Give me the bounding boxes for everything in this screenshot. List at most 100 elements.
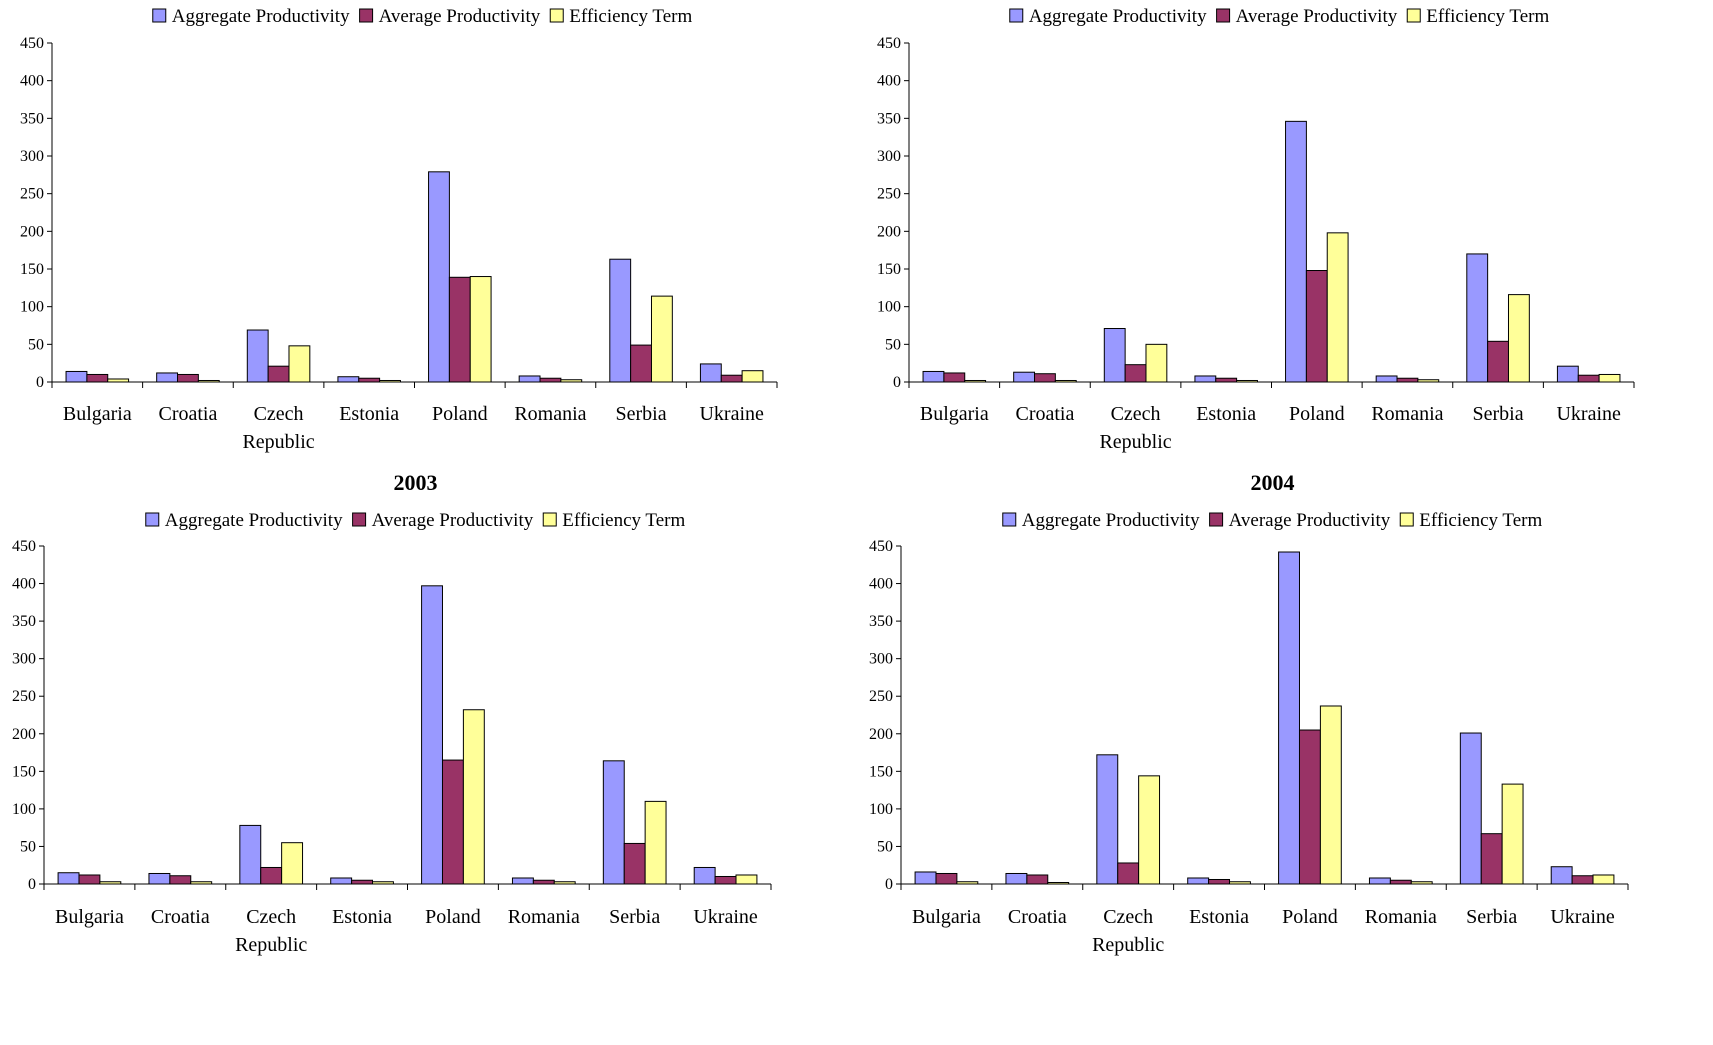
- x-category-label: Serbia: [616, 403, 667, 425]
- bar-efficiency-term: [288, 345, 311, 383]
- x-category-label: Croatia: [159, 403, 218, 425]
- legend-swatch: [1002, 512, 1017, 527]
- y-tick-label: 0: [893, 374, 901, 391]
- bar-average-productivity: [1215, 377, 1238, 383]
- y-tick-label: 400: [12, 576, 36, 593]
- bar-aggregate-productivity: [1194, 375, 1217, 383]
- y-tick-label: 200: [869, 726, 893, 743]
- y-tick-label: 400: [20, 73, 44, 90]
- y-tick-label: 0: [36, 374, 44, 391]
- y-tick-label: 300: [20, 148, 44, 165]
- bar-average-productivity: [260, 866, 283, 885]
- bar-efficiency-term: [469, 276, 492, 383]
- bar-average-productivity: [1034, 373, 1056, 383]
- bar-aggregate-productivity: [914, 871, 937, 885]
- y-tick-label: 300: [877, 148, 901, 165]
- chart-panel-bottom-left: 2003 Aggregate Productivity Average Produc…: [0, 450, 856, 972]
- y-tick-label: 250: [12, 688, 36, 705]
- bar-efficiency-term: [553, 881, 576, 885]
- bar-average-productivity: [1208, 878, 1231, 885]
- y-tick-label: 350: [12, 613, 36, 630]
- bar-aggregate-productivity: [1550, 866, 1573, 885]
- bar-aggregate-productivity: [239, 824, 262, 885]
- legend-swatch: [145, 512, 160, 527]
- chart-title: 2004: [1251, 470, 1295, 495]
- bar-efficiency-term: [379, 379, 401, 383]
- x-category-label: Serbia: [1466, 906, 1517, 928]
- y-tick-label: 100: [20, 299, 44, 316]
- bar-aggregate-productivity: [922, 370, 945, 383]
- legend-swatch: [549, 8, 564, 23]
- x-category-label: Ukraine: [1550, 906, 1615, 928]
- y-tick-label: 250: [20, 186, 44, 203]
- bar-average-productivity: [358, 377, 381, 383]
- bar-efficiency-term: [1229, 881, 1251, 885]
- y-tick-label: 350: [877, 110, 901, 127]
- y-tick-label: 100: [12, 801, 36, 818]
- y-tick-label: 100: [869, 801, 893, 818]
- bar-efficiency-term: [1410, 881, 1433, 885]
- bar-aggregate-productivity: [1013, 371, 1036, 383]
- legend-label: Average Productivity: [372, 510, 534, 531]
- bar-average-productivity: [78, 874, 101, 885]
- x-category-label: Poland: [1289, 403, 1345, 425]
- x-category-label: Croatia: [1008, 906, 1067, 928]
- bar-average-productivity: [1480, 833, 1503, 885]
- x-category-label: Republic: [242, 431, 314, 453]
- bar-aggregate-productivity: [1103, 328, 1126, 383]
- legend-swatch: [152, 8, 167, 23]
- x-category-label: Romania: [514, 403, 586, 425]
- bar-average-productivity: [267, 365, 290, 383]
- bar-average-productivity: [169, 875, 192, 885]
- bar-aggregate-productivity: [1368, 877, 1391, 885]
- bar-average-productivity: [714, 875, 737, 885]
- legend-label: Aggregate Productivity: [172, 6, 350, 27]
- x-category-label: Romania: [1371, 403, 1443, 425]
- bar-efficiency-term: [372, 881, 394, 885]
- bar-efficiency-term: [956, 881, 979, 885]
- bar-efficiency-term: [462, 709, 485, 885]
- x-category-label: Estonia: [1196, 403, 1256, 425]
- bar-average-productivity: [351, 879, 374, 885]
- y-tick-label: 300: [869, 651, 893, 668]
- bar-aggregate-productivity: [1556, 365, 1579, 383]
- bar-efficiency-term: [1047, 881, 1070, 885]
- y-tick-label: 150: [869, 763, 893, 780]
- y-tick-label: 0: [885, 876, 893, 893]
- y-tick-label: 50: [28, 336, 44, 353]
- chart-title: 2003: [394, 470, 438, 495]
- y-tick-label: 450: [877, 35, 901, 52]
- x-category-label: Poland: [425, 906, 481, 928]
- y-tick-label: 150: [20, 261, 44, 278]
- bar-average-productivity: [720, 374, 743, 383]
- bar-aggregate-productivity: [699, 363, 722, 383]
- chart-panel-bottom-right: 2004 Aggregate Productivity Average Produc…: [857, 450, 1713, 972]
- x-category-label: Serbia: [609, 906, 660, 928]
- bar-efficiency-term: [650, 295, 673, 383]
- bar-efficiency-term: [107, 378, 130, 383]
- x-category-label: Romania: [1365, 906, 1437, 928]
- bar-aggregate-productivity: [428, 171, 450, 383]
- bar-aggregate-productivity: [148, 872, 171, 885]
- bar-efficiency-term: [964, 379, 987, 383]
- bar-efficiency-term: [1501, 783, 1524, 885]
- bar-efficiency-term: [1138, 775, 1161, 885]
- bar-aggregate-productivity: [65, 370, 88, 383]
- bar-aggregate-productivity: [156, 372, 179, 383]
- y-tick-label: 350: [20, 110, 44, 127]
- y-tick-label: 250: [869, 688, 893, 705]
- bar-average-productivity: [1396, 377, 1419, 383]
- bar-efficiency-term: [1598, 373, 1621, 383]
- bar-average-productivity: [86, 373, 109, 383]
- bar-aggregate-productivity: [1278, 551, 1300, 885]
- x-category-label: Bulgaria: [912, 906, 981, 928]
- bar-average-productivity: [441, 759, 464, 885]
- x-category-label: Croatia: [151, 906, 210, 928]
- bar-aggregate-productivity: [337, 376, 360, 383]
- chart-svg: 2003 Aggregate Productivity Average Produc…: [12, 470, 772, 956]
- chart-panel-top-left: Aggregate Productivity Average Productivi…: [0, 0, 856, 522]
- x-category-label: Bulgaria: [55, 906, 124, 928]
- chart-svg: Aggregate Productivity Average Productivi…: [877, 6, 1635, 453]
- x-category-label: Poland: [432, 403, 488, 425]
- bar-aggregate-productivity: [1459, 732, 1482, 885]
